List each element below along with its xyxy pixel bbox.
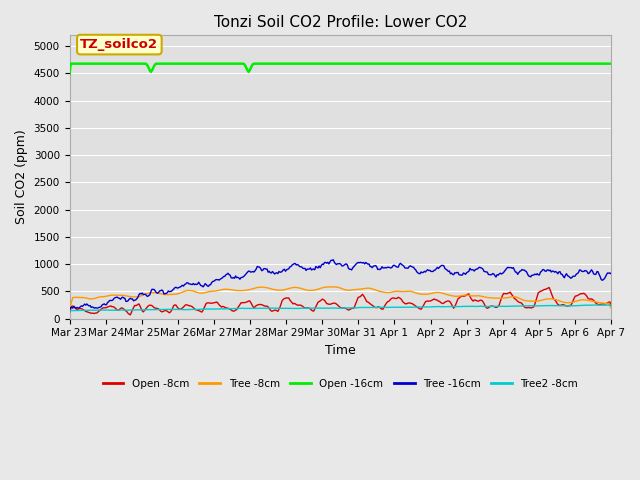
X-axis label: Time: Time <box>325 344 356 357</box>
Text: TZ_soilco2: TZ_soilco2 <box>81 38 158 51</box>
Legend: Open -8cm, Tree -8cm, Open -16cm, Tree -16cm, Tree2 -8cm: Open -8cm, Tree -8cm, Open -16cm, Tree -… <box>99 374 582 393</box>
Title: Tonzi Soil CO2 Profile: Lower CO2: Tonzi Soil CO2 Profile: Lower CO2 <box>214 15 467 30</box>
Y-axis label: Soil CO2 (ppm): Soil CO2 (ppm) <box>15 130 28 225</box>
